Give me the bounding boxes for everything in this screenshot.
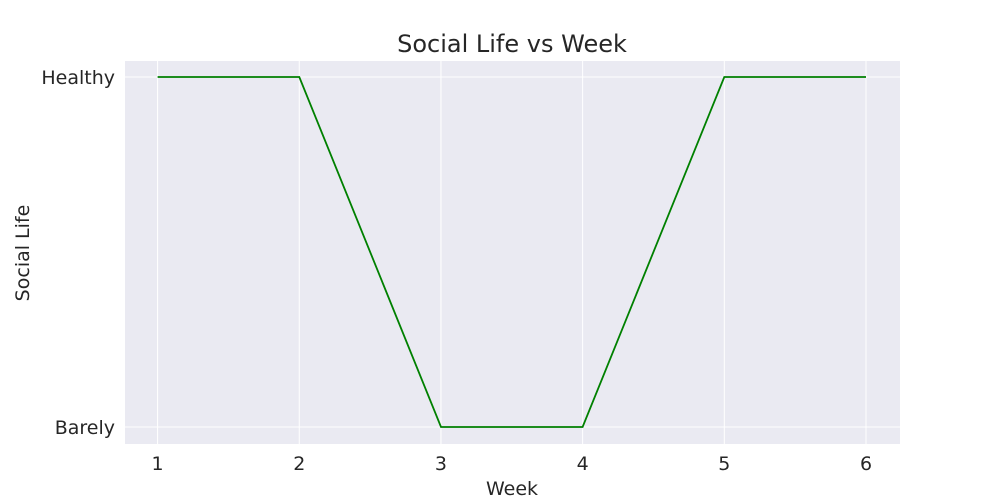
series-line-1 — [157, 76, 866, 428]
x-axis-label: Week — [486, 478, 538, 500]
x-tick-label-2: 2 — [293, 453, 305, 475]
x-tick-label-3: 3 — [435, 453, 447, 475]
x-tick-label-5: 5 — [718, 453, 730, 475]
plot-area — [125, 61, 900, 444]
x-tick-label-4: 4 — [577, 453, 589, 475]
y-tick-label-barely: Barely — [55, 417, 115, 439]
tick-labels: 1 2 3 4 5 6 Barely Healthy — [41, 67, 872, 475]
x-tick-label-6: 6 — [860, 453, 872, 475]
x-tick-label-1: 1 — [152, 453, 164, 475]
y-axis-label: Social Life — [12, 205, 34, 302]
chart-title: Social Life vs Week — [397, 30, 627, 58]
series-layer — [157, 76, 867, 428]
y-tick-label-healthy: Healthy — [41, 67, 115, 89]
